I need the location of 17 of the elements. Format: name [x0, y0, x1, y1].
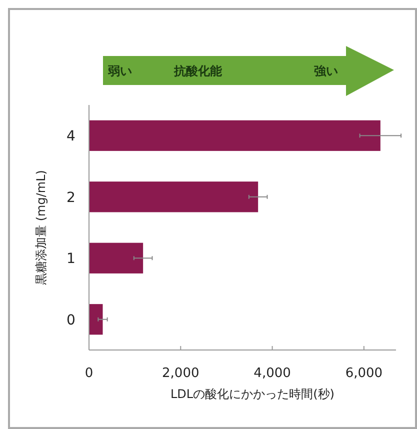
x-axis-title: LDLの酸化にかかった時間(秒)	[170, 387, 334, 401]
text: 強い	[314, 64, 338, 78]
y-axis-title: 黒糖添加量 (mg/mL)	[34, 170, 48, 285]
bar	[89, 182, 258, 212]
x-tick-label: 2,000	[162, 366, 200, 381]
x-tick-label: 0	[84, 366, 94, 381]
x-tick-label: 4,000	[254, 366, 291, 381]
y-tick-label: 1	[66, 251, 76, 268]
x-tick-label: 6,000	[345, 366, 383, 381]
bar	[89, 120, 380, 151]
bar	[89, 304, 103, 335]
y-tick-label: 2	[66, 190, 76, 206]
bar	[89, 242, 144, 274]
y-tick-label: 4	[66, 128, 76, 145]
text: 抗酸化能	[173, 64, 223, 78]
y-tick-label: 0	[66, 312, 76, 328]
text: 弱い	[107, 64, 132, 78]
